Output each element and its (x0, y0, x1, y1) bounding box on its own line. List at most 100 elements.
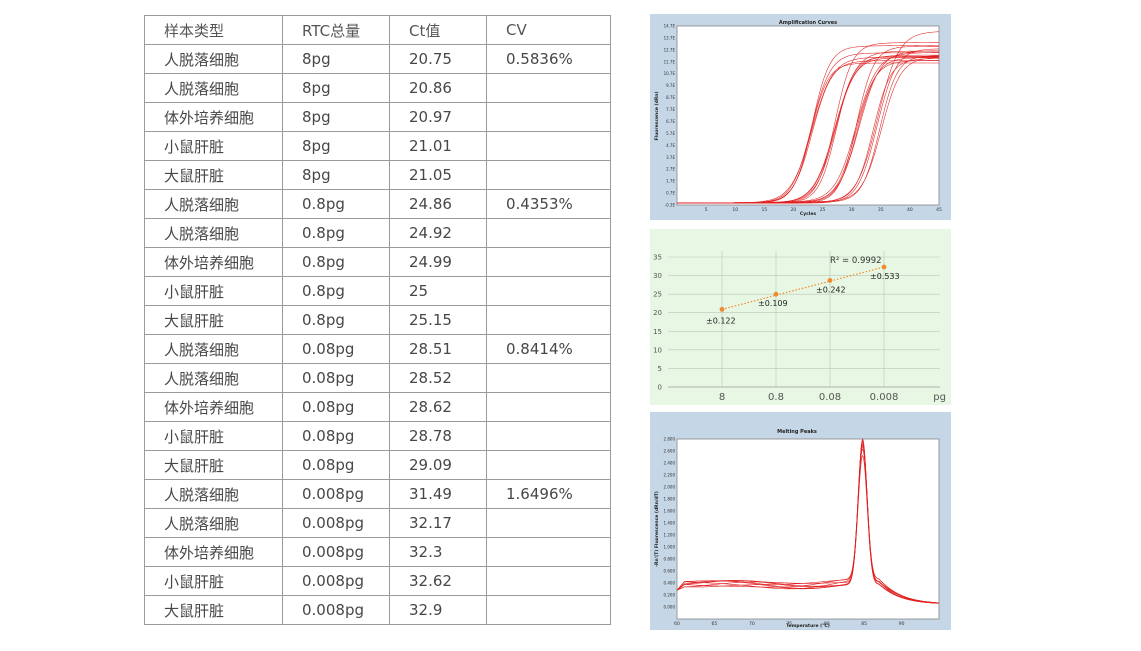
cell-cv (486, 73, 611, 103)
cell-rtc-amount: 0.8pg (282, 189, 390, 219)
std-x-tick-label: 0.8 (768, 392, 784, 403)
cell-cv (486, 160, 611, 190)
cell-sample-type: 体外培养细胞 (144, 537, 283, 567)
cell-rtc-amount: 0.008pg (282, 537, 390, 567)
amp-x-tick-label: 25 (820, 207, 826, 213)
cell-cv (486, 276, 611, 306)
melt-y-tick-label: 1.200 (664, 533, 676, 538)
std-y-tick-label: 15 (653, 328, 662, 336)
table-row: 人脱落细胞 0.008pg 32.17 (144, 508, 611, 538)
amp-x-tick-label: 15 (761, 207, 767, 213)
cell-rtc-amount: 0.008pg (282, 508, 390, 538)
melting-peaks-panel: Melting Peaks Temperature (°C) -Rn'(T) F… (650, 412, 951, 630)
cell-rtc-amount: 0.08pg (282, 363, 390, 393)
std-data-point (773, 291, 779, 297)
melt-curve (676, 442, 940, 604)
cell-sample-type: 小鼠肝脏 (144, 131, 283, 161)
cell-sample-type: 体外培养细胞 (144, 392, 283, 422)
cell-rtc-amount: 0.08pg (282, 421, 390, 451)
cell-sample-type: 大鼠肝脏 (144, 595, 283, 625)
amp-x-tick-label: 5 (705, 207, 708, 213)
amp-y-tick-label: 0.7E (666, 191, 675, 196)
amp-y-tick-label: 11.7E (664, 59, 676, 64)
table-row: 人脱落细胞 8pg 20.75 0.5836% (144, 44, 611, 74)
cell-cv (486, 566, 611, 596)
std-x-unit-label: pg (933, 392, 946, 403)
std-data-point (881, 264, 887, 270)
table-row: 人脱落细胞 8pg 20.86 (144, 73, 611, 103)
cell-rtc-amount: 0.8pg (282, 218, 390, 248)
cell-sample-type: 大鼠肝脏 (144, 160, 283, 190)
amp-y-axis-label: Fluorescence (dRn) (654, 91, 660, 140)
amp-y-tick-label: 3.7E (666, 155, 675, 160)
header-rtc-amount: RTC总量 (282, 15, 390, 45)
amp-y-tick-label: 10.7E (664, 71, 676, 76)
cell-cv: 0.5836% (486, 44, 611, 74)
cell-sample-type: 人脱落细胞 (144, 189, 283, 219)
cell-cv (486, 421, 611, 451)
cell-ct-value: 32.62 (389, 566, 487, 596)
cell-ct-value: 28.51 (389, 334, 487, 364)
std-y-tick-label: 20 (653, 309, 662, 317)
ct-data-table: 样本类型 RTC总量 Ct值 CV 人脱落细胞 8pg 20.75 0.5836% 人脱… (144, 15, 611, 625)
table-row: 大鼠肝脏 0.008pg 32.9 (144, 595, 611, 625)
cell-ct-value: 32.17 (389, 508, 487, 538)
amplification-curve (676, 57, 940, 204)
cell-ct-value: 25.15 (389, 305, 487, 335)
std-x-tick-label: 8 (719, 392, 725, 403)
melt-y-tick-label: 2.000 (664, 485, 676, 490)
melt-y-tick-label: 0.200 (664, 593, 676, 598)
cell-cv (486, 537, 611, 567)
cell-ct-value: 28.52 (389, 363, 487, 393)
cell-rtc-amount: 0.008pg (282, 595, 390, 625)
melt-y-tick-label: 1.800 (664, 497, 676, 502)
cell-cv (486, 595, 611, 625)
std-y-tick-label: 0 (658, 384, 662, 392)
cell-sample-type: 小鼠肝脏 (144, 566, 283, 596)
cell-ct-value: 24.86 (389, 189, 487, 219)
amp-y-tick-label: 6.7E (666, 119, 675, 124)
amplification-curves-chart: Amplification Curves Cycles Fluorescence… (654, 20, 942, 217)
table-row: 体外培养细胞 0.08pg 28.62 (144, 392, 611, 422)
header-sample-type: 样本类型 (144, 15, 283, 45)
table-row: 人脱落细胞 0.08pg 28.51 0.8414% (144, 334, 611, 364)
amp-y-tick-label: 4.7E (666, 143, 675, 148)
melt-x-tick-label: 65 (712, 621, 718, 627)
table-row: 小鼠肝脏 0.8pg 25 (144, 276, 611, 306)
cell-ct-value: 29.09 (389, 450, 487, 480)
melt-y-tick-label: 2.400 (664, 461, 676, 466)
melt-y-tick-label: 0.600 (664, 569, 676, 574)
amplification-curves-panel: Amplification Curves Cycles Fluorescence… (650, 14, 951, 220)
std-error-label: ±0.122 (706, 316, 736, 325)
cell-rtc-amount: 0.08pg (282, 334, 390, 364)
std-y-tick-label: 5 (658, 365, 662, 373)
melt-x-tick-label: 60 (674, 621, 680, 627)
table-row: 大鼠肝脏 0.8pg 25.15 (144, 305, 611, 335)
standard-curve-chart: 0 5 10 15 20 25 30 35 8 0.8 0.08 0.008 pg R² = 0.99… (653, 251, 946, 403)
melt-curve (676, 454, 940, 604)
std-y-tick-label: 25 (653, 291, 662, 299)
table-row: 体外培养细胞 0.008pg 32.3 (144, 537, 611, 567)
melt-y-tick-label: 2.800 (664, 437, 676, 442)
amp-y-tick-label: 5.7E (666, 131, 675, 136)
cell-sample-type: 小鼠肝脏 (144, 276, 283, 306)
cell-sample-type: 大鼠肝脏 (144, 450, 283, 480)
table-row: 大鼠肝脏 0.08pg 29.09 (144, 450, 611, 480)
cell-cv (486, 392, 611, 422)
cell-ct-value: 20.97 (389, 102, 487, 132)
melt-x-tick-label: 70 (749, 621, 755, 627)
cell-ct-value: 24.99 (389, 247, 487, 277)
std-y-tick-label: 10 (653, 346, 662, 354)
amp-y-tick-label: 12.7E (664, 47, 676, 52)
melt-x-tick-label: 80 (824, 621, 830, 627)
std-error-label: ±0.109 (758, 299, 788, 308)
amp-chart-title: Amplification Curves (779, 20, 837, 26)
cell-cv: 0.4353% (486, 189, 611, 219)
cell-sample-type: 人脱落细胞 (144, 508, 283, 538)
melt-y-tick-label: 1.000 (664, 545, 676, 550)
cell-cv (486, 508, 611, 538)
cell-ct-value: 21.05 (389, 160, 487, 190)
header-ct-value: Ct值 (389, 15, 487, 45)
melt-plot-area (676, 438, 940, 620)
amp-y-tick-label: 13.7E (664, 35, 676, 40)
